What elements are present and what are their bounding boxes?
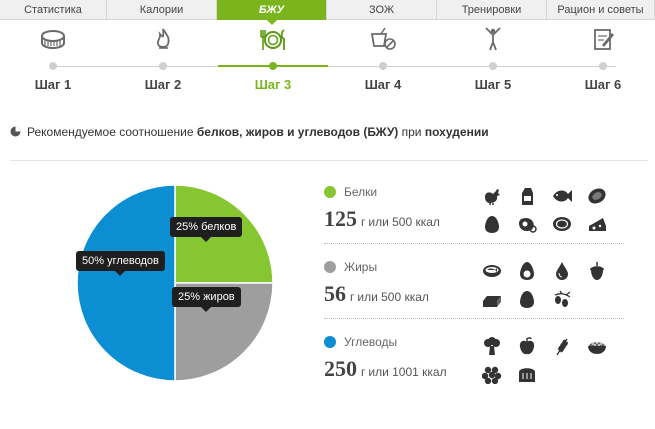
sausage-icon (588, 188, 606, 204)
butter-icon (483, 296, 501, 307)
step-label: Шаг 2 (144, 77, 182, 92)
step-label: Шаг 1 (34, 77, 72, 92)
fish-icon (553, 190, 572, 202)
bread-icon (519, 368, 535, 382)
flame-icon (156, 28, 170, 49)
tab-1[interactable]: Статистика (0, 0, 107, 20)
berries-icon (482, 366, 502, 384)
legend-dot (324, 186, 336, 198)
macro-divider (324, 243, 624, 244)
tab-3[interactable]: БЖУ (217, 0, 327, 25)
broccoli-icon (484, 337, 500, 355)
pie-label-carbs: 50% углеводов (76, 251, 165, 276)
step-label: Шаг 4 (364, 77, 402, 92)
step-dot (159, 62, 167, 70)
step-dot (489, 62, 497, 70)
step-wizard: Шаг 1 Шаг 2 Шаг 3 Шаг 4 Шаг 5 Шаг 6 (0, 20, 655, 100)
nut-icon (590, 262, 604, 280)
tab-4[interactable]: ЗОЖ (327, 0, 437, 20)
step-6[interactable]: Шаг 6 (558, 26, 648, 92)
wheat-icon (556, 338, 568, 356)
step-1[interactable]: Шаг 1 (8, 26, 98, 92)
macro-kcal: или 500 ккал (357, 290, 429, 304)
steak-icon (553, 217, 571, 231)
chicken-icon (485, 189, 500, 205)
macro-name: Белки (344, 185, 378, 199)
macro-name: Жиры (344, 260, 378, 274)
oil-drop-icon (556, 262, 568, 280)
step-label: Шаг 6 (584, 77, 622, 92)
step-line (52, 66, 616, 67)
macro-1: Белки 125 г или 500 ккал (324, 184, 624, 232)
step-label: Шаг 3 (254, 77, 292, 92)
tab-2[interactable]: Калории (107, 0, 217, 20)
pie-svg (76, 184, 274, 382)
legend-dot (324, 336, 336, 348)
olives-icon (554, 290, 571, 307)
pie-label-protein: 25% белков (170, 217, 243, 242)
tab-5[interactable]: Тренировки (437, 0, 547, 20)
heading-bold-1: белков, жиров и углеводов (БЖУ) (196, 125, 399, 139)
macro-grams: 56 (324, 281, 346, 306)
macro-unit: г (361, 215, 366, 229)
macro-grams: 250 (324, 356, 357, 381)
step-5[interactable]: Шаг 5 (448, 26, 538, 92)
step-3[interactable]: Шаг 3 (228, 26, 318, 92)
egg-icon (520, 291, 534, 308)
ham-icon (519, 217, 537, 233)
macro-pie-chart (76, 184, 274, 382)
macro-unit: г (350, 290, 355, 304)
drink-no-icon (370, 27, 396, 50)
macro-kcal: или 1001 ккал (368, 365, 447, 379)
heading-bold-2: похудении (424, 125, 489, 139)
food-icons (482, 261, 622, 309)
macro-2: Жиры 56 г или 500 ккал (324, 259, 624, 307)
pie-chart-icon (10, 126, 21, 137)
page-heading: Рекомендуемое соотношение белков, жиров … (10, 125, 489, 139)
heading-text-2: при (398, 125, 425, 139)
divider (10, 160, 648, 161)
milk-carton-icon (522, 188, 533, 205)
macro-unit: г (361, 365, 366, 379)
step-label: Шаг 5 (474, 77, 512, 92)
top-tabs: Статистика Калории БЖУ ЗОЖ Тренировки Рацион … (0, 0, 655, 25)
pie-slice-жиров[interactable] (174, 282, 274, 382)
step-dot (269, 62, 277, 70)
step-2[interactable]: Шаг 2 (118, 26, 208, 92)
plate-cutlery-icon (260, 29, 285, 50)
food-icons (482, 186, 622, 234)
step-dot (49, 62, 57, 70)
scale-icon (41, 30, 65, 49)
step-4[interactable]: Шаг 4 (338, 26, 428, 92)
macro-grams: 125 (324, 206, 357, 231)
food-icons (482, 336, 622, 384)
macro-name: Углеводы (344, 335, 398, 349)
egg-icon (485, 216, 499, 233)
gymnast-icon (485, 27, 501, 51)
macro-divider (324, 318, 624, 319)
legend-dot (324, 261, 336, 273)
fish-can-icon (483, 265, 501, 277)
macro-3: Углеводы 250 г или 1001 ккал (324, 334, 624, 382)
cheese-icon (589, 218, 606, 231)
macro-kcal: или 500 ккал (368, 215, 440, 229)
step-dot (379, 62, 387, 70)
heading-text-1: Рекомендуемое соотношение (27, 125, 197, 139)
pie-slice-углеводов[interactable] (76, 184, 176, 382)
tab-6[interactable]: Рацион и советы (547, 0, 655, 20)
avocado-icon (520, 262, 534, 280)
step-dot (599, 62, 607, 70)
rice-bowl-icon (588, 342, 606, 354)
apple-icon (519, 337, 535, 355)
pie-label-fat: 25% жиров (172, 287, 241, 312)
notepad-icon (594, 29, 614, 50)
